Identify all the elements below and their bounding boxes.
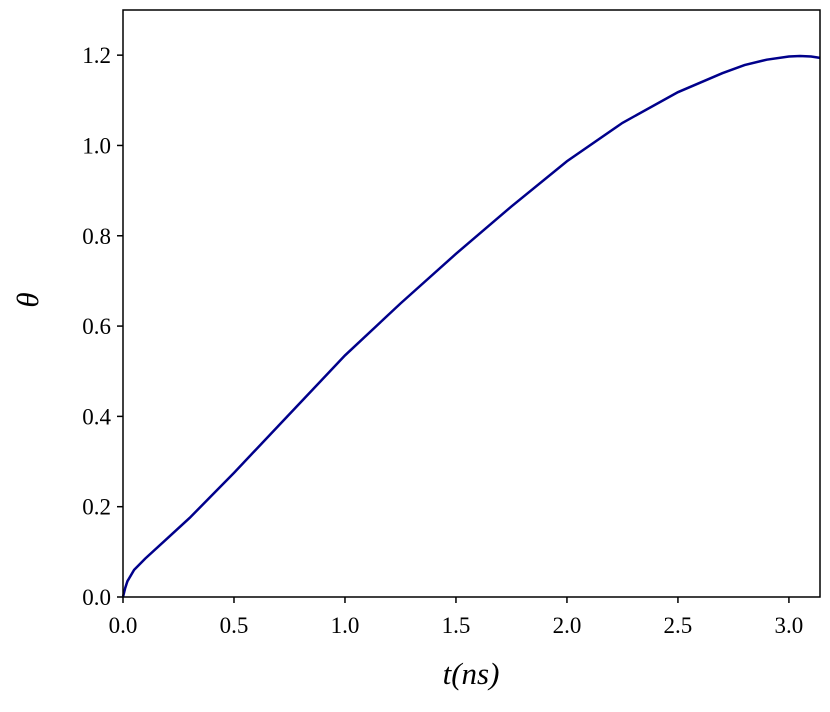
y-tick-label: 1.2	[82, 43, 111, 68]
y-tick-label: 0.6	[82, 314, 111, 339]
x-axis-label: t(ns)	[443, 656, 500, 691]
plot-frame	[122, 9, 821, 598]
x-tick-label: 1.5	[442, 613, 471, 638]
data-line	[121, 54, 821, 598]
x-tick-label: 1.0	[331, 613, 360, 638]
x-tick-label: 0.0	[109, 613, 138, 638]
x-tick-label: 2.0	[553, 613, 582, 638]
y-tick-label: 0.8	[82, 224, 111, 249]
y-tick-label: 0.2	[82, 495, 111, 520]
x-tick-label: 3.0	[775, 613, 804, 638]
y-tick-label: 1.0	[82, 133, 111, 158]
x-tick-label: 0.5	[220, 613, 249, 638]
y-tick-label: 0.0	[82, 585, 111, 610]
y-axis-label: θ	[10, 292, 45, 307]
y-tick-label: 0.4	[82, 404, 111, 429]
x-tick-label: 2.5	[664, 613, 693, 638]
